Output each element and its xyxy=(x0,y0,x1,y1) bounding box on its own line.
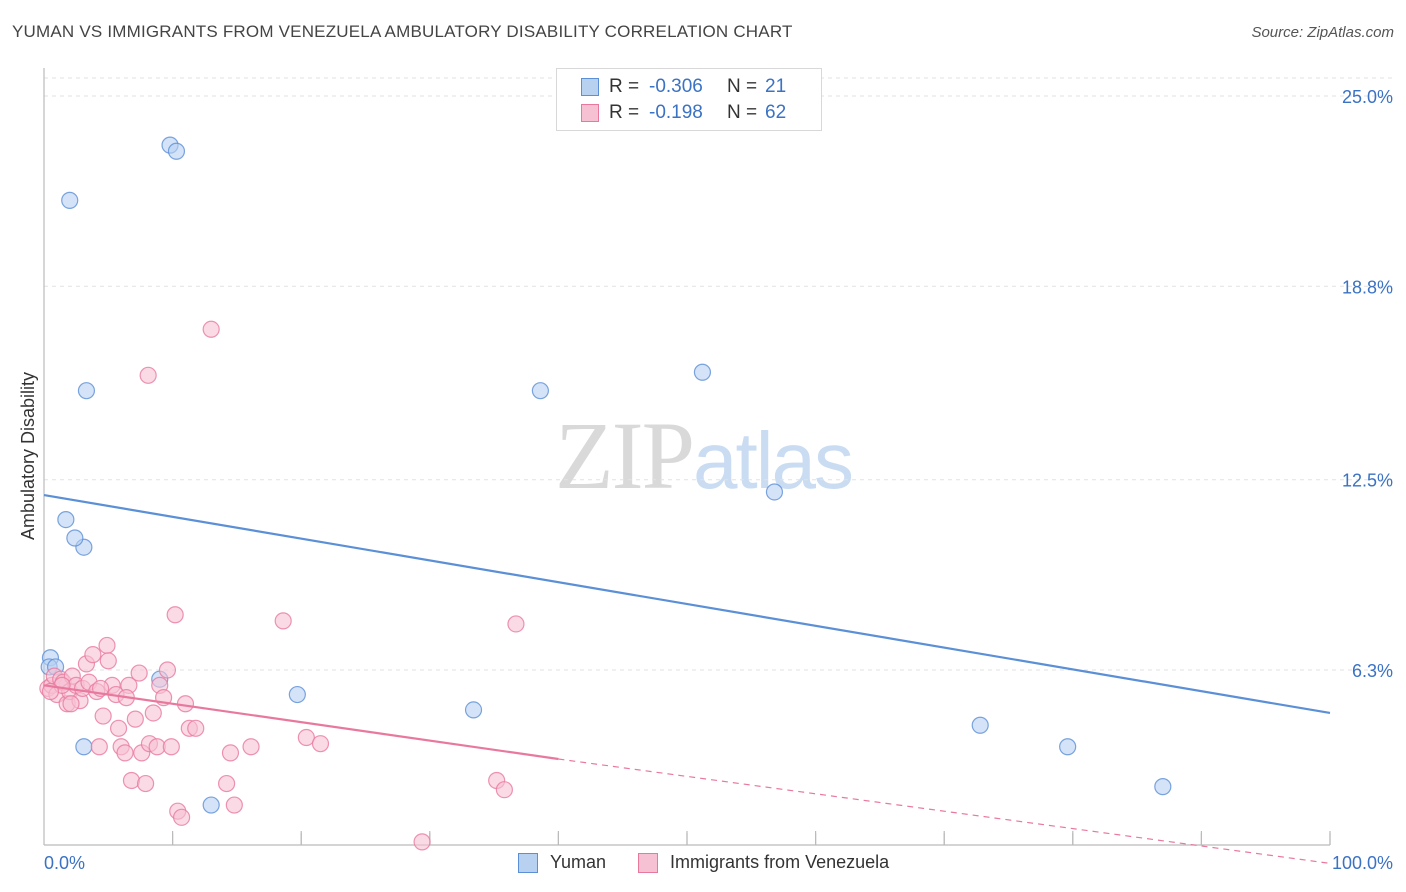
venezuela-point xyxy=(109,719,128,737)
stats-n-value: 62 xyxy=(765,102,787,123)
yuman-point xyxy=(66,529,84,547)
venezuela-point xyxy=(90,738,108,756)
venezuela-point xyxy=(62,695,80,713)
yuman-point xyxy=(971,716,989,734)
yuman-point xyxy=(77,382,96,400)
stats-r-label: R = xyxy=(609,102,640,123)
venezuela-point xyxy=(158,661,177,679)
venezuela-point xyxy=(242,738,260,756)
stats-n-label: N = xyxy=(727,102,758,123)
y-tick-label: 25.0% xyxy=(1342,87,1393,107)
y-tick-label: 6.3% xyxy=(1352,661,1393,681)
stats-r-value: -0.306 xyxy=(649,76,703,97)
stats-row-yuman: R = -0.306 N = 21 xyxy=(581,75,786,99)
venezuela-point xyxy=(413,833,431,851)
y-axis-label: Ambulatory Disability xyxy=(18,372,38,540)
watermark: ZIPatlas xyxy=(555,400,854,511)
venezuela-trendline-extension xyxy=(558,758,1331,864)
stats-legend: R = -0.306 N = 21 R = -0.198 N = 62 xyxy=(556,68,822,131)
yuman-point xyxy=(61,191,79,209)
stats-n-label: N = xyxy=(727,76,758,97)
venezuela-point xyxy=(311,735,330,753)
venezuela-point xyxy=(99,652,117,670)
venezuela-point xyxy=(116,744,134,762)
venezuela-point xyxy=(126,710,144,728)
stats-r-label: R = xyxy=(609,76,640,97)
yuman-point xyxy=(288,685,306,704)
legend-swatch-yuman xyxy=(518,852,538,873)
venezuela-point xyxy=(173,808,191,826)
yuman-point xyxy=(1154,778,1172,796)
watermark-zip: ZIP xyxy=(555,402,695,509)
legend-swatch-venezuela xyxy=(638,852,659,873)
legend-label-venezuela: Immigrants from Venezuela xyxy=(670,852,890,872)
venezuela-point xyxy=(221,744,240,762)
stats-row-venezuela: R = -0.198 N = 62 xyxy=(581,101,786,125)
yuman-point xyxy=(75,738,93,756)
venezuela-point xyxy=(162,738,180,756)
legend-item-yuman[interactable]: Yuman xyxy=(518,852,606,873)
yuman-point xyxy=(531,382,549,400)
venezuela-point xyxy=(507,615,525,633)
yuman-point xyxy=(202,796,220,814)
yuman-point xyxy=(57,510,75,529)
venezuela-point xyxy=(274,612,292,630)
chart-title: YUMAN VS IMMIGRANTS FROM VENEZUELA AMBUL… xyxy=(12,22,793,41)
venezuela-point xyxy=(218,774,236,793)
venezuela-point xyxy=(202,320,220,338)
venezuela-point xyxy=(495,781,513,799)
yuman-trendline xyxy=(43,493,1331,715)
venezuela-point xyxy=(84,646,102,664)
y-tick-label: 12.5% xyxy=(1342,471,1393,491)
venezuela-point xyxy=(144,704,162,722)
yuman-point xyxy=(693,363,712,381)
venezuela-point xyxy=(136,774,155,793)
x-tick-label: 0.0% xyxy=(44,853,85,873)
yuman-point xyxy=(1059,738,1077,756)
stats-swatch-venezuela xyxy=(581,104,599,122)
venezuela-point xyxy=(122,771,141,790)
venezuela-point xyxy=(98,636,116,655)
yuman-point xyxy=(765,483,784,501)
legend-label-yuman: Yuman xyxy=(550,852,607,872)
stats-r-value: -0.198 xyxy=(649,102,703,123)
venezuela-point xyxy=(139,366,157,384)
yuman-point xyxy=(464,701,483,719)
stats-swatch-yuman xyxy=(581,78,599,96)
chart-source: Source: ZipAtlas.com xyxy=(1251,24,1394,41)
venezuela-trendline xyxy=(43,684,559,761)
stats-n-value: 21 xyxy=(765,76,787,97)
venezuela-point xyxy=(225,796,243,814)
legend-item-venezuela[interactable]: Immigrants from Venezuela xyxy=(638,852,889,873)
venezuela-point xyxy=(94,707,112,725)
venezuela-point xyxy=(297,728,315,747)
venezuela-point xyxy=(166,606,184,624)
venezuela-point xyxy=(130,664,148,682)
yuman-point xyxy=(167,142,186,160)
y-tick-label: 18.8% xyxy=(1342,277,1393,297)
series-legend: Yuman Immigrants from Venezuela xyxy=(518,852,921,873)
x-tick-label: 100.0% xyxy=(1332,853,1393,873)
venezuela-point xyxy=(187,719,205,737)
